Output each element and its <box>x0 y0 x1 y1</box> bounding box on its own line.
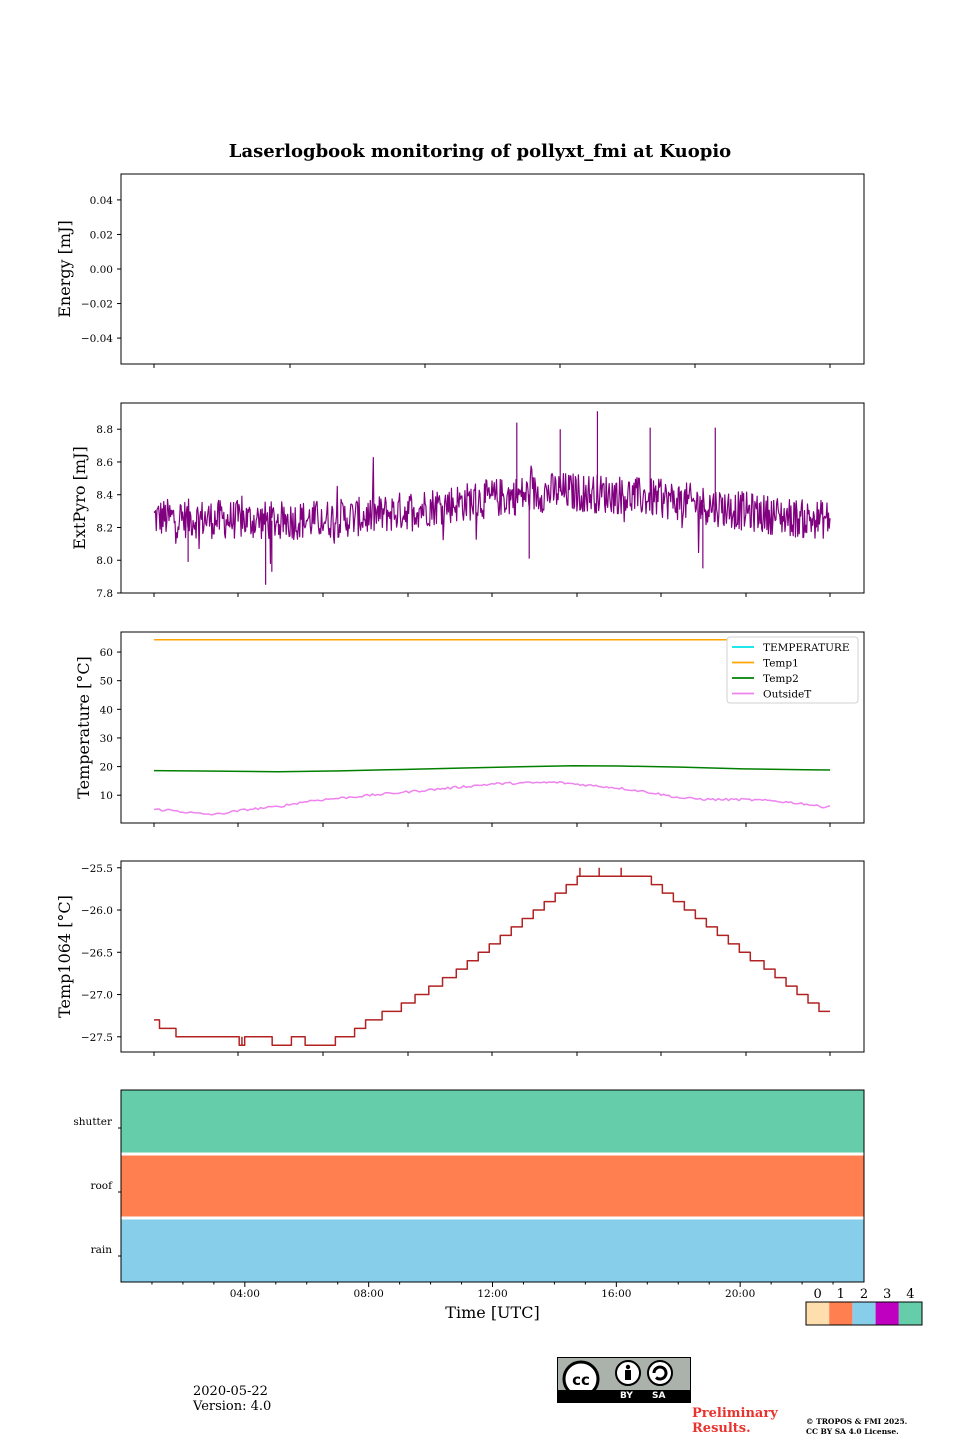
footer-version: Version: 4.0 <box>193 1399 272 1414</box>
axes-frame <box>120 860 865 1053</box>
copyright-line1: © TROPOS & FMI 2025. <box>806 1417 908 1426</box>
cc-by-label: BY <box>620 1391 633 1401</box>
colorbar-swatch <box>875 1302 899 1325</box>
ytick-label: −27.5 <box>81 1032 113 1044</box>
ytick-label: 20 <box>100 762 113 774</box>
status-row-rain <box>121 1218 864 1282</box>
preliminary-line2: Results. <box>692 1421 751 1436</box>
legend-label: OutsideT <box>763 689 811 701</box>
ytick-label: −26.5 <box>81 947 113 959</box>
preliminary-note: Preliminary Results. <box>692 1406 778 1436</box>
ytick-label: 0.04 <box>90 195 114 207</box>
panel-temp1064: −25.5 −26.0 −26.5 −27.0 −27.5 Temp1064 [°C] <box>55 860 865 1056</box>
xtick-label: 12:00 <box>477 1288 507 1300</box>
colorbar-tick-label: 2 <box>860 1287 868 1302</box>
xtick-label: 04:00 <box>230 1288 260 1300</box>
ytick-label: 8.6 <box>96 457 113 469</box>
ytick-label: 7.8 <box>96 588 113 600</box>
series-ExtPyro <box>153 411 831 585</box>
row-label-roof: roof <box>90 1180 113 1192</box>
series-OutsideT <box>153 781 831 816</box>
y-axis-label: ExtPyro [mJ] <box>70 446 89 549</box>
ytick-label: 30 <box>100 733 113 745</box>
series-Temp2 <box>153 764 831 773</box>
ytick-label: 10 <box>100 790 113 802</box>
legend-label: TEMPERATURE <box>763 642 850 654</box>
status-row-shutter <box>121 1090 864 1154</box>
legend-label: Temp2 <box>763 673 799 685</box>
ytick-label: 8.0 <box>96 555 113 567</box>
colorbar-frame <box>805 1301 923 1326</box>
legend-box <box>726 636 859 704</box>
ytick-label: 8.4 <box>96 490 113 502</box>
preliminary-line1: Preliminary <box>692 1406 778 1421</box>
footer-date: 2020-05-22 <box>193 1384 268 1399</box>
cc-logo-icon: cc <box>562 1360 673 1390</box>
ytick-label: 8.8 <box>96 424 113 436</box>
colorbar-tick-label: 4 <box>906 1287 914 1302</box>
svg-text:cc: cc <box>572 1371 590 1389</box>
colorbar-tick-label: 1 <box>837 1287 845 1302</box>
colorbar-swatch <box>898 1302 922 1325</box>
ytick-label: 0.02 <box>90 229 113 241</box>
colorbar-swatch <box>852 1302 876 1325</box>
series-Temp1064 <box>154 867 830 1046</box>
ytick-label: 0.00 <box>90 264 113 276</box>
row-label-rain: rain <box>91 1244 113 1256</box>
xtick-label: 20:00 <box>725 1288 755 1300</box>
ytick-label: −0.02 <box>81 299 113 311</box>
axes-frame <box>120 173 865 365</box>
copyright-line2: CC BY SA 4.0 License. <box>806 1427 899 1436</box>
status-row-roof <box>121 1154 864 1218</box>
panel-energy: 0.04 0.02 0.00 −0.02 −0.04 Energy [mJ] <box>55 173 865 368</box>
colorbar-tick-label: 0 <box>813 1287 821 1302</box>
x-axis-label: Time [UTC] <box>445 1303 539 1322</box>
colorbar-swatch <box>806 1302 830 1325</box>
panel-status: shutter roof rain 04:00 08:00 12:00 16:00 20:00… <box>73 1089 923 1326</box>
ytick-label: −26.0 <box>81 905 113 917</box>
cc-sa-label: SA <box>652 1391 666 1401</box>
colorbar-tick-label: 3 <box>883 1287 891 1302</box>
footer-date-version: 2020-05-22 Version: 4.0 <box>193 1384 271 1414</box>
panel-extpyro: 8.8 8.6 8.4 8.2 8.0 7.8 ExtPyro [mJ] <box>70 402 865 600</box>
cc-license-badge: cc BY SA <box>557 1357 691 1403</box>
legend-label: Temp1 <box>763 658 799 670</box>
ytick-label: 60 <box>100 647 113 659</box>
xtick-label: 08:00 <box>354 1288 384 1300</box>
colorbar-swatch <box>829 1302 853 1325</box>
copyright-note: © TROPOS & FMI 2025. CC BY SA 4.0 Licens… <box>806 1417 907 1437</box>
ytick-label: −0.04 <box>81 333 113 345</box>
y-axis-label: Temperature [°C] <box>74 656 93 799</box>
y-axis-label: Energy [mJ] <box>55 220 74 318</box>
y-axis-label: Temp1064 [°C] <box>55 895 74 1018</box>
legend: TEMPERATURE Temp1 Temp2 OutsideT <box>726 636 859 704</box>
cc-sa-icon <box>647 1360 673 1386</box>
ytick-label: 40 <box>100 704 113 716</box>
ytick-label: −27.0 <box>81 990 113 1002</box>
figure-title: Laserlogbook monitoring of pollyxt_fmi a… <box>228 141 732 162</box>
ytick-label: 50 <box>100 676 113 688</box>
xtick-label: 16:00 <box>601 1288 631 1300</box>
row-label-shutter: shutter <box>73 1116 113 1128</box>
ytick-label: −25.5 <box>81 863 113 875</box>
ytick-label: 8.2 <box>96 522 113 534</box>
